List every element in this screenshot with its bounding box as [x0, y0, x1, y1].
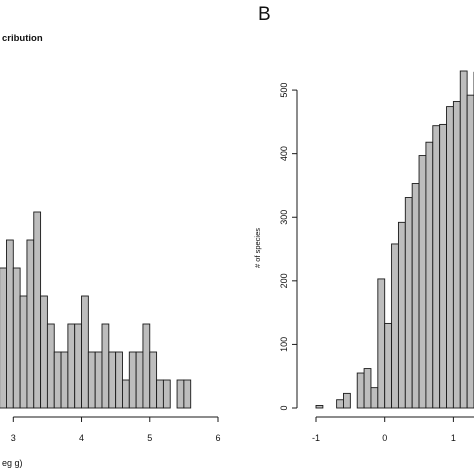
panel-b-bar [315, 405, 324, 409]
panel-a-bar [67, 323, 76, 409]
panel-b-bar [384, 322, 393, 409]
panel-a-bar [53, 351, 62, 409]
panel-a-bar [19, 295, 28, 409]
panel-a-bar [128, 351, 137, 409]
panel-a-bar [142, 323, 151, 409]
panel-b-bar [336, 399, 344, 409]
panel-b-bar [466, 94, 474, 409]
panel-a-x-tick-label: 6 [215, 433, 220, 443]
panel-a-bar [183, 379, 192, 409]
panel-b-bar [363, 368, 372, 409]
panel-a-bar [94, 351, 103, 409]
panel-b-y-tick-label: 200 [279, 273, 289, 288]
panel-b-bar [343, 392, 351, 409]
panel-a-bar [101, 323, 110, 409]
panel-a-histogram: 3 4 5 6 [0, 211, 221, 443]
panel-b-y-tick-label: 300 [279, 210, 289, 225]
panel-a-bar [40, 295, 48, 409]
panel-b-x-tick-label: 0 [382, 433, 387, 443]
panel-a-bar [156, 379, 164, 409]
panel-a-bar [176, 379, 185, 409]
panel-a-bar [115, 351, 123, 409]
panel-a-bar [26, 239, 35, 409]
panel-a-bar [74, 323, 82, 409]
panel-b-bar [425, 141, 434, 409]
panel-b-bar [370, 387, 379, 409]
panel-b-histogram: 0 100 200 300 400 500 -1 0 1 [279, 70, 474, 443]
panel-a-x-tick-label: 5 [147, 433, 152, 443]
panel-a-bar [60, 351, 69, 409]
panel-b-x-tick-label: 1 [451, 433, 456, 443]
panel-b-bar [356, 372, 365, 409]
panel-a-bar [12, 267, 21, 409]
panel-a-title: cribution [2, 33, 43, 44]
panel-b-bar [432, 125, 441, 409]
panel-a-bar [46, 323, 55, 409]
panel-b-bar [391, 243, 399, 409]
panel-a-bar [162, 379, 171, 409]
panel-b-y-axis-label: # of species [253, 228, 262, 268]
panel-a-bar [108, 351, 117, 409]
panel-b-y-tick-label: 100 [279, 337, 289, 352]
panel-b-y-tick-label: 0 [279, 405, 289, 410]
panel-a-bar [87, 351, 96, 409]
panel-a-bar [149, 351, 158, 409]
panel-b-bar [418, 155, 427, 409]
panel-b-label: B [258, 4, 271, 25]
panel-a-bar [33, 211, 42, 409]
panel-b-x-tick-label: -1 [312, 433, 320, 443]
panel-b-bar [439, 123, 447, 409]
panel-a-bar [81, 295, 89, 409]
panel-b-bar [446, 106, 454, 409]
panel-b-bar [452, 101, 461, 409]
panel-b-bar [397, 221, 406, 409]
panel-a-x-tick-label: 4 [79, 433, 84, 443]
panel-b-y-tick-label: 500 [279, 83, 289, 98]
panel-b-bar [411, 183, 420, 409]
panel-a-bar [6, 239, 14, 409]
panel-a-bar [135, 351, 144, 409]
panel-a-x-tick-label: 3 [11, 433, 16, 443]
panel-a-x-axis-label: eg g) [2, 458, 23, 468]
panel-a-bar [0, 267, 7, 409]
panel-b-y-tick-label: 400 [279, 146, 289, 161]
panel-b-bar [459, 70, 468, 409]
panel-a-bar [122, 379, 130, 409]
panel-b-bar [404, 197, 413, 409]
panel-b-bar [377, 278, 386, 409]
